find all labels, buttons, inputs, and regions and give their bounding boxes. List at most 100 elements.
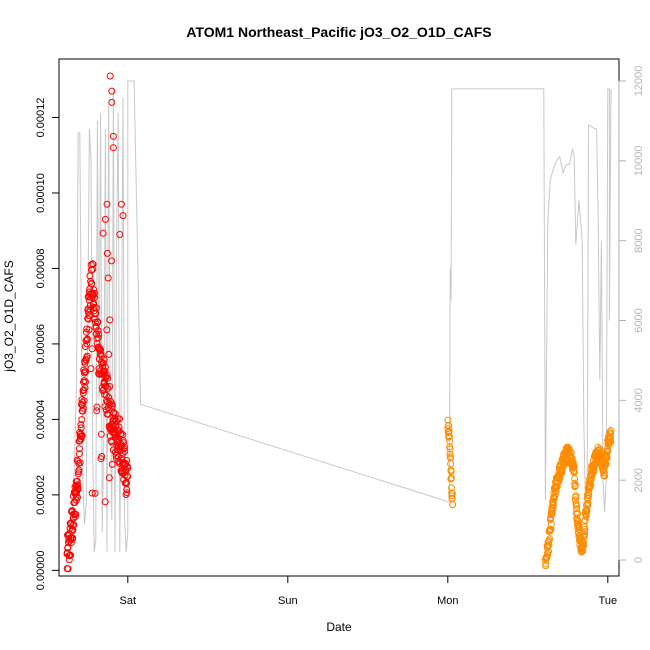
data-point	[447, 467, 455, 475]
data-point	[581, 525, 589, 533]
data-point	[109, 446, 117, 454]
data-point	[64, 565, 72, 573]
data-point	[565, 445, 573, 453]
data-point	[103, 249, 111, 257]
data-point	[86, 301, 94, 309]
data-point	[544, 551, 552, 559]
data-point	[123, 489, 131, 497]
data-point	[571, 481, 579, 489]
data-point	[105, 350, 113, 358]
data-point	[552, 488, 560, 496]
data-point	[83, 352, 91, 360]
data-point	[117, 200, 125, 208]
data-point	[607, 430, 615, 438]
data-point	[101, 498, 109, 506]
chart-title: ATOM1 Northeast_Pacific jO3_O2_O1D_CAFS	[186, 24, 491, 40]
axes-layer: Sat Sun Mon Tue 0.00000 0.00002 0.00004 0.00006…	[35, 66, 645, 607]
data-point	[91, 293, 99, 301]
data-point	[83, 335, 91, 343]
data-point	[446, 437, 454, 445]
data-point	[69, 526, 77, 533]
right-axis-series-line	[66, 80, 612, 553]
y-tick-label: 0.00006	[35, 324, 47, 364]
data-point	[106, 72, 114, 80]
data-point	[74, 485, 82, 493]
data-point	[97, 346, 105, 354]
data-point	[64, 543, 72, 551]
data-point	[91, 489, 99, 497]
data-point	[571, 475, 579, 483]
data-point	[108, 460, 116, 468]
x-tick-label: Sat	[120, 595, 137, 607]
right-tick-label: 0	[633, 557, 645, 563]
data-point	[82, 337, 90, 345]
data-point	[117, 430, 125, 437]
data-point	[449, 501, 457, 509]
data-point	[101, 215, 109, 223]
data-point	[109, 144, 117, 152]
data-point	[590, 468, 598, 476]
data-point	[447, 474, 455, 482]
data-point	[582, 513, 590, 521]
data-point	[124, 473, 132, 480]
y-tick-label: 0.00012	[35, 98, 47, 138]
data-point	[93, 403, 101, 411]
data-point	[93, 407, 101, 415]
data-point	[558, 468, 566, 476]
y-tick-label: 0.00002	[35, 475, 47, 515]
data-point	[109, 132, 117, 140]
data-point	[546, 535, 554, 543]
data-point	[446, 445, 454, 453]
data-point	[108, 257, 116, 265]
data-point	[97, 430, 105, 438]
data-point	[98, 453, 106, 460]
data-point	[568, 454, 576, 462]
data-point	[570, 463, 578, 471]
data-point	[97, 349, 105, 357]
data-point	[88, 489, 96, 497]
data-point	[448, 490, 456, 497]
right-tick-label: 12000	[633, 66, 645, 97]
data-point	[79, 404, 87, 412]
data-point	[571, 496, 579, 504]
right-axis-series-layer	[66, 80, 612, 553]
data-point	[85, 326, 93, 334]
x-axis-label: Date	[326, 620, 352, 634]
y-axis-label: jO3_O2_O1D_CAFS	[2, 260, 16, 372]
data-point	[85, 312, 93, 320]
data-point	[80, 366, 88, 374]
data-point	[73, 477, 81, 485]
data-point	[100, 356, 108, 363]
data-point	[95, 331, 103, 338]
data-point	[88, 279, 96, 287]
right-tick-label: 2000	[633, 468, 645, 492]
data-point	[75, 466, 83, 474]
right-tick-label: 4000	[633, 388, 645, 412]
data-point	[121, 447, 129, 455]
data-point	[92, 309, 100, 317]
data-point	[70, 521, 78, 529]
data-point	[76, 459, 84, 467]
data-point	[77, 421, 85, 429]
data-point	[69, 522, 77, 530]
data-point	[72, 510, 80, 518]
data-point	[91, 289, 99, 297]
data-point	[581, 528, 589, 536]
data-point	[121, 443, 129, 451]
y-tick-label: 0.00010	[35, 173, 47, 213]
data-point	[71, 513, 79, 521]
data-point	[544, 549, 551, 557]
data-point	[74, 493, 81, 501]
data-point	[82, 368, 90, 376]
data-point	[105, 474, 113, 482]
data-point	[116, 415, 124, 423]
data-point	[102, 373, 110, 381]
data-point	[549, 504, 557, 512]
data-point	[106, 316, 114, 324]
data-point	[87, 365, 95, 373]
data-point	[124, 464, 132, 472]
data-point	[607, 434, 614, 442]
data-point	[604, 447, 612, 455]
data-point	[78, 416, 86, 424]
data-point	[78, 432, 86, 440]
